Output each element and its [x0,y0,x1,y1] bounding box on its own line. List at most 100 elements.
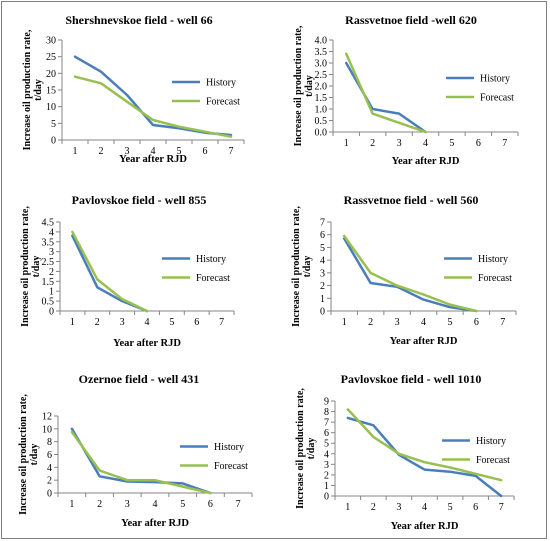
x-tick-label: 7 [236,499,241,510]
history-series-line [346,416,503,498]
y-tick-label: 1.5 [42,277,55,288]
y-tick-label: 3.5 [42,237,55,248]
x-tick-label: 6 [194,317,199,328]
forecast-series-line [71,230,149,313]
y-tick-label: 5 [320,243,325,254]
y-tick-label: 2 [49,267,54,278]
y-tick-label: 7 [320,218,325,229]
legend-forecast-label: Forecast [214,461,248,472]
chart-svg: Pavlovskoe field - well 855 Increase oil … [20,193,235,349]
y-tick-label: 20 [46,69,56,80]
x-tick-label: 6 [473,502,478,513]
y-tick-label: 4 [49,227,54,238]
x-axis-label: Year after RJD [391,521,459,532]
y-tick-label: 1.5 [315,93,328,104]
y-tick-label: 25 [46,52,56,63]
x-tick-label: 1 [345,502,350,513]
forecast-series-line [344,52,427,134]
y-tick-label: 10 [46,102,56,113]
x-tick-label: 5 [180,499,185,510]
x-axis-label: Year after RJD [390,336,458,347]
y-tick-label: 10 [42,424,52,435]
legend-forecast-label: Forecast [480,93,514,104]
y-tick-label: 4 [320,256,325,267]
x-tick-label: 3 [120,317,125,328]
y-tick-label: 2.0 [315,82,328,93]
y-tick-label: 4 [47,463,52,474]
y-tick-label: 3.5 [315,47,328,58]
x-tick-label: 3 [397,138,402,149]
x-tick-label: 1 [344,138,349,149]
chart-panel: Shershnevskoe field - well 66 Increase oi… [2,2,276,181]
y-tick-label: 0 [49,307,54,318]
y-tick-label: 5 [51,119,56,130]
y-tick-label: 0 [51,136,56,147]
forecast-series-line [73,75,233,138]
x-tick-label: 4 [421,317,426,328]
x-tick-label: 4 [423,138,428,149]
history-series-line [344,61,427,134]
y-tick-label: 8 [47,437,52,448]
x-tick-label: 7 [499,502,504,513]
y-tick-label: 4.0 [315,36,328,47]
y-tick-label: 3.0 [315,59,328,70]
chart-panel: Ozernoe field - well 431 Increase oil pro… [2,361,276,540]
x-tick-label: 2 [97,499,102,510]
y-axis-label: Increase oil production rate,t/day [295,388,317,509]
x-tick-label: 4 [422,502,427,513]
x-tick-label: 2 [95,317,100,328]
y-tick-label: 9 [324,397,329,408]
legend-history-label: History [478,254,508,265]
y-tick-label: 0 [320,307,325,318]
x-tick-label: 5 [447,317,452,328]
chart-title: Rassvetnoe field -well 620 [345,13,477,27]
y-tick-label: 15 [46,86,56,97]
chart-svg: Rassvetnoe field - well 560 Increase oil … [291,193,517,347]
y-axis-label: Increase oil production rate,t/day [293,25,315,146]
chart-title: Pavlovskoe field - well 855 [72,193,207,207]
y-tick-label: 12 [42,412,52,423]
x-tick-label: 3 [125,499,130,510]
y-tick-label: 2.5 [315,70,328,81]
y-tick-label: 2 [47,476,52,487]
y-tick-label: 1 [320,294,325,305]
chart-title: Pavlovskoe field - well 1010 [341,372,482,386]
y-axis-label: Increase oil production rate,t/day [20,206,42,327]
y-axis-label: Increase oil production rate,t/day [18,394,40,515]
y-tick-label: 30 [46,36,56,47]
chart-svg: Ozernoe field - well 431 Increase oil pro… [18,372,253,529]
x-tick-label: 7 [229,146,234,157]
y-tick-label: 1.0 [315,105,328,116]
history-series-line [342,237,478,313]
legend-history-label: History [206,78,236,89]
x-tick-label: 3 [125,146,130,157]
x-tick-label: 6 [203,146,208,157]
x-tick-label: 2 [99,146,104,157]
x-tick-label: 5 [448,502,453,513]
legend-forecast-label: Forecast [478,273,512,284]
y-axis-label: Increase oil production rate,t/day [22,29,44,150]
x-tick-label: 7 [500,317,505,328]
y-tick-label: 5 [324,439,329,450]
x-tick-label: 4 [151,146,156,157]
x-axis-label: Year after RJD [113,338,181,349]
chart-title: Ozernoe field - well 431 [79,372,200,386]
y-tick-label: 1 [324,481,329,492]
y-tick-label: 3 [49,247,54,258]
y-tick-label: 0.0 [315,128,328,139]
x-axis-label: Year after RJD [121,518,189,529]
y-tick-label: 2 [320,281,325,292]
history-series-line [70,427,212,495]
chart-panel: Pavlovskoe field - well 1010 Increase oil… [274,361,548,540]
chart-svg: Rassvetnoe field -well 620 Increase oil p… [293,13,519,167]
y-tick-label: 7 [324,418,329,429]
x-tick-label: 2 [368,317,373,328]
x-tick-label: 4 [153,499,158,510]
chart-panel: Rassvetnoe field - well 560 Increase oil … [274,182,548,361]
legend-history-label: History [480,74,510,85]
legend-forecast-label: Forecast [476,455,510,466]
y-tick-label: 4.5 [42,218,55,229]
legend-history-label: History [214,442,244,453]
x-tick-label: 5 [177,146,182,157]
x-tick-label: 6 [476,138,481,149]
